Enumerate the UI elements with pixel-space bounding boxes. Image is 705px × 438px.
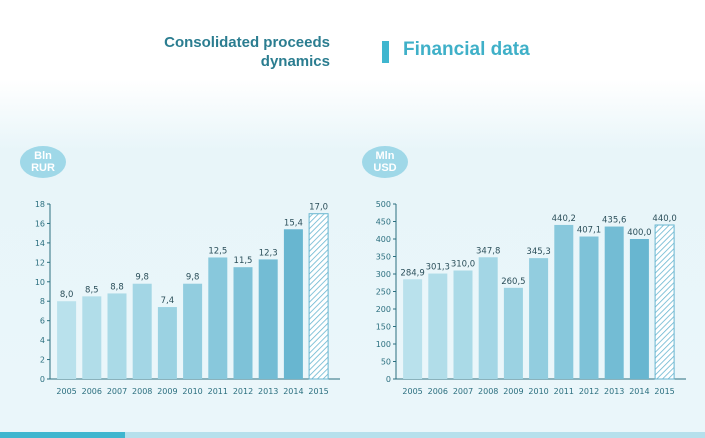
rur-bar [107, 293, 127, 379]
usd-data-label: 440,0 [652, 214, 676, 224]
usd-bar [654, 224, 675, 380]
usd-y-tick-label: 100 [376, 340, 391, 349]
rur-data-label: 7,4 [161, 296, 175, 306]
rur-x-tick-label: 2005 [56, 387, 76, 396]
rur-y-tick-label: 0 [40, 375, 45, 384]
usd-y-tick-label: 300 [376, 270, 391, 279]
rur-bar [283, 229, 303, 379]
usd-data-label: 345,3 [526, 247, 550, 257]
rur-bar [82, 296, 102, 379]
rur-y-tick-label: 4 [40, 336, 45, 345]
usd-y-tick-label: 0 [386, 375, 391, 384]
chart-title-text: Consolidated proceeds dynamics [164, 34, 330, 70]
usd-y-tick-label: 200 [376, 305, 391, 314]
usd-bar [478, 257, 498, 379]
usd-y-tick-label: 450 [376, 218, 391, 227]
usd-data-label: 284,9 [400, 268, 424, 278]
usd-bar [428, 273, 448, 379]
rur-data-label: 15,4 [284, 218, 303, 228]
unit-badge-usd-text: Mln USD [373, 150, 397, 174]
unit-badge-usd: Mln USD [362, 146, 408, 178]
usd-x-tick-label: 2010 [528, 387, 548, 396]
usd-y-tick-label: 50 [381, 358, 391, 367]
usd-x-tick-label: 2012 [579, 387, 599, 396]
rur-y-tick-label: 6 [40, 317, 45, 326]
rur-y-tick-label: 18 [35, 200, 45, 209]
usd-bar [529, 258, 549, 379]
footer-band-light [125, 432, 705, 438]
rur-data-label: 8,5 [85, 285, 99, 295]
rur-data-label: 11,5 [234, 256, 253, 266]
usd-data-label: 301,3 [426, 263, 450, 273]
rur-x-tick-label: 2014 [283, 387, 303, 396]
usd-data-label: 260,5 [501, 277, 525, 287]
usd-bar [403, 279, 423, 379]
rur-y-tick-label: 8 [40, 297, 45, 306]
rur-bar [208, 257, 228, 379]
rur-x-tick-label: 2007 [107, 387, 127, 396]
rur-bar [183, 283, 203, 379]
usd-y-tick-label: 500 [376, 200, 391, 209]
usd-data-label: 435,6 [602, 216, 626, 226]
usd-x-tick-label: 2006 [428, 387, 448, 396]
rur-bar [233, 267, 253, 379]
usd-x-tick-label: 2013 [604, 387, 624, 396]
usd-data-label: 310,0 [451, 260, 475, 270]
rur-data-label: 12,5 [208, 246, 227, 256]
rur-data-label: 17,0 [309, 203, 328, 213]
rur-data-label: 9,8 [186, 273, 200, 283]
rur-y-tick-label: 2 [40, 356, 45, 365]
usd-bar [503, 287, 523, 379]
rur-bar [132, 283, 152, 379]
usd-y-tick-label: 150 [376, 323, 391, 332]
rur-bar [258, 259, 278, 379]
usd-bar [453, 270, 473, 379]
rur-y-tick-label: 10 [35, 278, 45, 287]
rur-y-tick-label: 14 [35, 239, 45, 248]
rur-x-tick-label: 2011 [208, 387, 228, 396]
usd-x-tick-label: 2005 [402, 387, 422, 396]
usd-x-tick-label: 2014 [629, 387, 649, 396]
rur-x-tick-label: 2013 [258, 387, 278, 396]
rur-x-tick-label: 2008 [132, 387, 152, 396]
usd-bar [604, 226, 624, 379]
usd-data-label: 440,2 [552, 214, 576, 224]
usd-bar [629, 239, 649, 379]
usd-bar [554, 224, 574, 379]
rur-x-tick-label: 2009 [157, 387, 177, 396]
section-title: Financial data [403, 39, 530, 60]
usd-data-label: 407,1 [577, 226, 601, 236]
unit-badge-rur-text: Bln RUR [31, 150, 55, 174]
chart-title: Consolidated proceeds dynamics [120, 33, 330, 71]
usd-x-tick-label: 2011 [554, 387, 574, 396]
rur-y-tick-label: 16 [35, 219, 45, 228]
usd-x-tick-label: 2008 [478, 387, 498, 396]
usd-data-label: 400,0 [627, 228, 651, 238]
rur-y-tick-label: 12 [35, 258, 45, 267]
usd-x-tick-label: 2015 [654, 387, 674, 396]
rur-data-label: 9,8 [135, 273, 149, 283]
rur-data-label: 8,0 [60, 290, 74, 300]
rur-bar [157, 307, 177, 379]
rur-bar [57, 301, 77, 379]
usd-y-tick-label: 250 [376, 288, 391, 297]
footer-band-dark [0, 432, 125, 438]
rur-data-label: 12,3 [259, 248, 278, 258]
rur-data-label: 8,8 [110, 282, 124, 292]
usd-x-tick-label: 2009 [503, 387, 523, 396]
rur-bar [308, 213, 329, 380]
unit-badge-rur: Bln RUR [20, 146, 66, 178]
usd-x-tick-label: 2007 [453, 387, 473, 396]
rur-x-tick-label: 2012 [233, 387, 253, 396]
rur-x-tick-label: 2006 [82, 387, 102, 396]
usd-y-tick-label: 350 [376, 253, 391, 262]
usd-bar [579, 236, 599, 379]
rur-x-tick-label: 2010 [182, 387, 202, 396]
usd-y-tick-label: 400 [376, 235, 391, 244]
section-marker [382, 41, 389, 63]
rur-x-tick-label: 2015 [308, 387, 328, 396]
usd-data-label: 347,8 [476, 246, 500, 256]
